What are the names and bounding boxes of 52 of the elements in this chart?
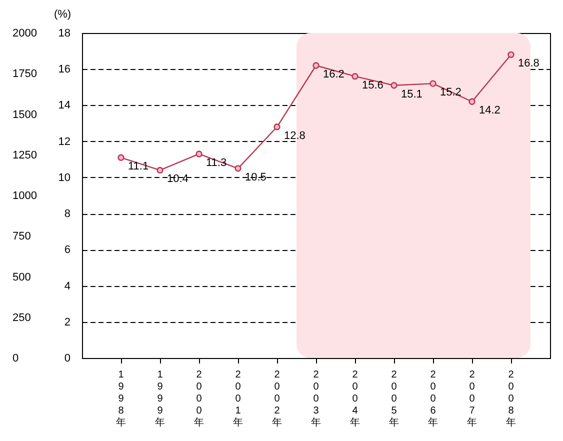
x-tick-label: 2006年 <box>428 370 438 428</box>
y-tick-label: 0 <box>64 352 70 364</box>
y-tick-label: 4 <box>64 280 70 292</box>
y2-tick-label: 250 <box>12 312 31 324</box>
data-label: 11.1 <box>128 160 149 173</box>
y2-tick-label: 1500 <box>12 108 37 121</box>
x-tick-label: 2008年 <box>506 370 516 428</box>
y-tick-label: 12 <box>58 136 70 148</box>
point <box>390 82 398 89</box>
data-label: 10.4 <box>167 173 188 186</box>
y-tick-label: 18 <box>58 28 70 40</box>
point <box>468 98 476 105</box>
x-tick-label: 2004年 <box>350 370 360 428</box>
data-label: 15.1 <box>401 88 422 100</box>
x-tick-label: 2000年 <box>194 370 204 428</box>
data-label: 16.8 <box>518 58 540 70</box>
data-label: 11.3 <box>206 156 227 169</box>
y2-tick-label: 2000 <box>12 28 37 40</box>
x-tick-label: 1998年 <box>116 370 126 428</box>
y-tick-label: 14 <box>58 100 70 112</box>
y2-tick-label: 500 <box>12 271 31 284</box>
data-label: 10.5 <box>245 171 266 184</box>
point <box>156 166 164 174</box>
point <box>196 150 202 158</box>
y-tick-label: 16 <box>58 64 70 76</box>
point <box>234 165 242 172</box>
y2-tick-label: 1250 <box>12 149 37 162</box>
data-label: 15.6 <box>362 79 384 92</box>
y2-tick-label: 0 <box>12 352 19 364</box>
point <box>508 51 514 58</box>
y2-tick-label: 750 <box>12 230 31 243</box>
y-tick-label: 8 <box>64 208 70 220</box>
x-tick-label: 2002年 <box>272 370 282 428</box>
point <box>312 62 320 69</box>
y2-tick-label: 1000 <box>12 190 37 202</box>
y-tick-label: 6 <box>64 244 70 256</box>
x-tick-label: 2007年 <box>467 370 477 428</box>
y2-tick-label: 1750 <box>12 68 37 80</box>
point <box>274 124 280 130</box>
point <box>118 154 124 161</box>
x-tick-label: 1999年 <box>155 370 165 428</box>
data-label: 12.8 <box>284 130 306 142</box>
y-tick-label: 10 <box>58 172 70 184</box>
data-label: 14.2 <box>479 104 500 117</box>
x-tick-label: 2005年 <box>389 370 399 428</box>
y-axis-title: (%) <box>54 8 72 20</box>
x-tick-label: 2001年 <box>233 370 243 428</box>
data-label: 16.2 <box>323 68 344 80</box>
x-tick-label: 2003年 <box>311 370 321 428</box>
y-tick-label: 2 <box>64 316 70 328</box>
point <box>352 73 358 80</box>
point <box>430 80 436 87</box>
